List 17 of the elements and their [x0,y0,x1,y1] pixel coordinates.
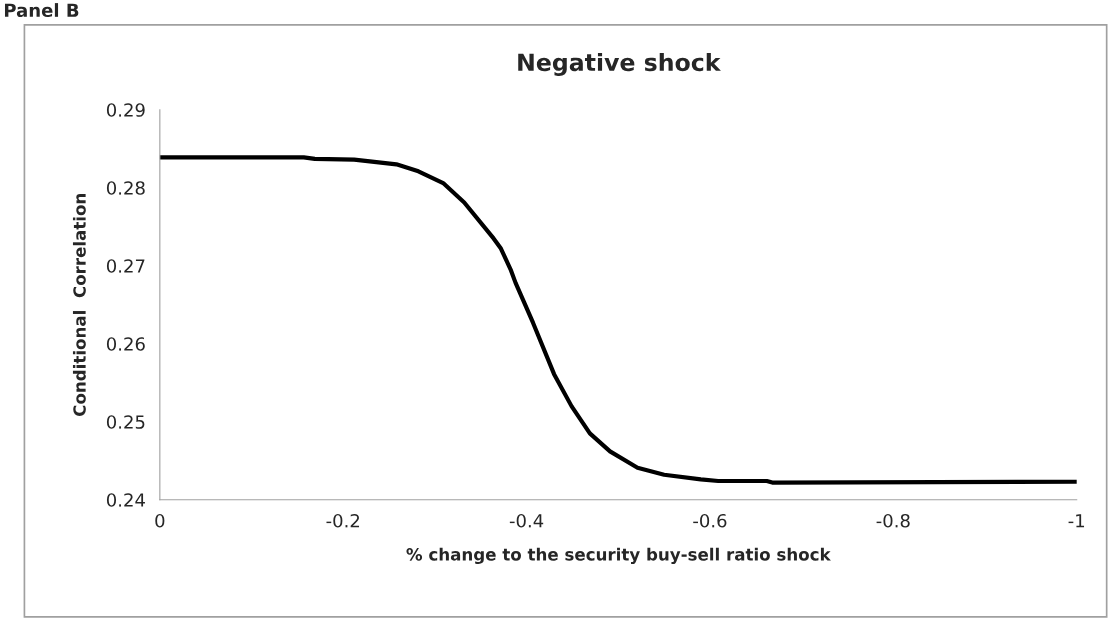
x-tick-label: -0.4 [509,513,544,528]
y-tick-label: 0.24 [106,493,145,507]
y-tick-label: 0.27 [106,259,145,273]
y-tick-label: 0.25 [106,415,145,429]
text: Panel B [4,3,79,18]
y-axis-title: Conditional Correlation [72,193,86,416]
y-tick-label: 0.28 [106,181,145,195]
x-axis-title: % change to the security buy-sell ratio shock [406,547,831,565]
x-tick-label: -1 [1068,514,1085,528]
x-tick-label: -0.2 [326,513,360,528]
x-tick-label: 0 [155,513,165,528]
x-tick-label: -0.8 [876,513,910,528]
y-tick-label: 0.26 [106,337,145,351]
line-series [159,155,1077,485]
x-tick-label: -0.6 [693,513,727,528]
y-tick-label: 0.29 [106,103,145,117]
chart-title: Negative shock [518,52,721,76]
